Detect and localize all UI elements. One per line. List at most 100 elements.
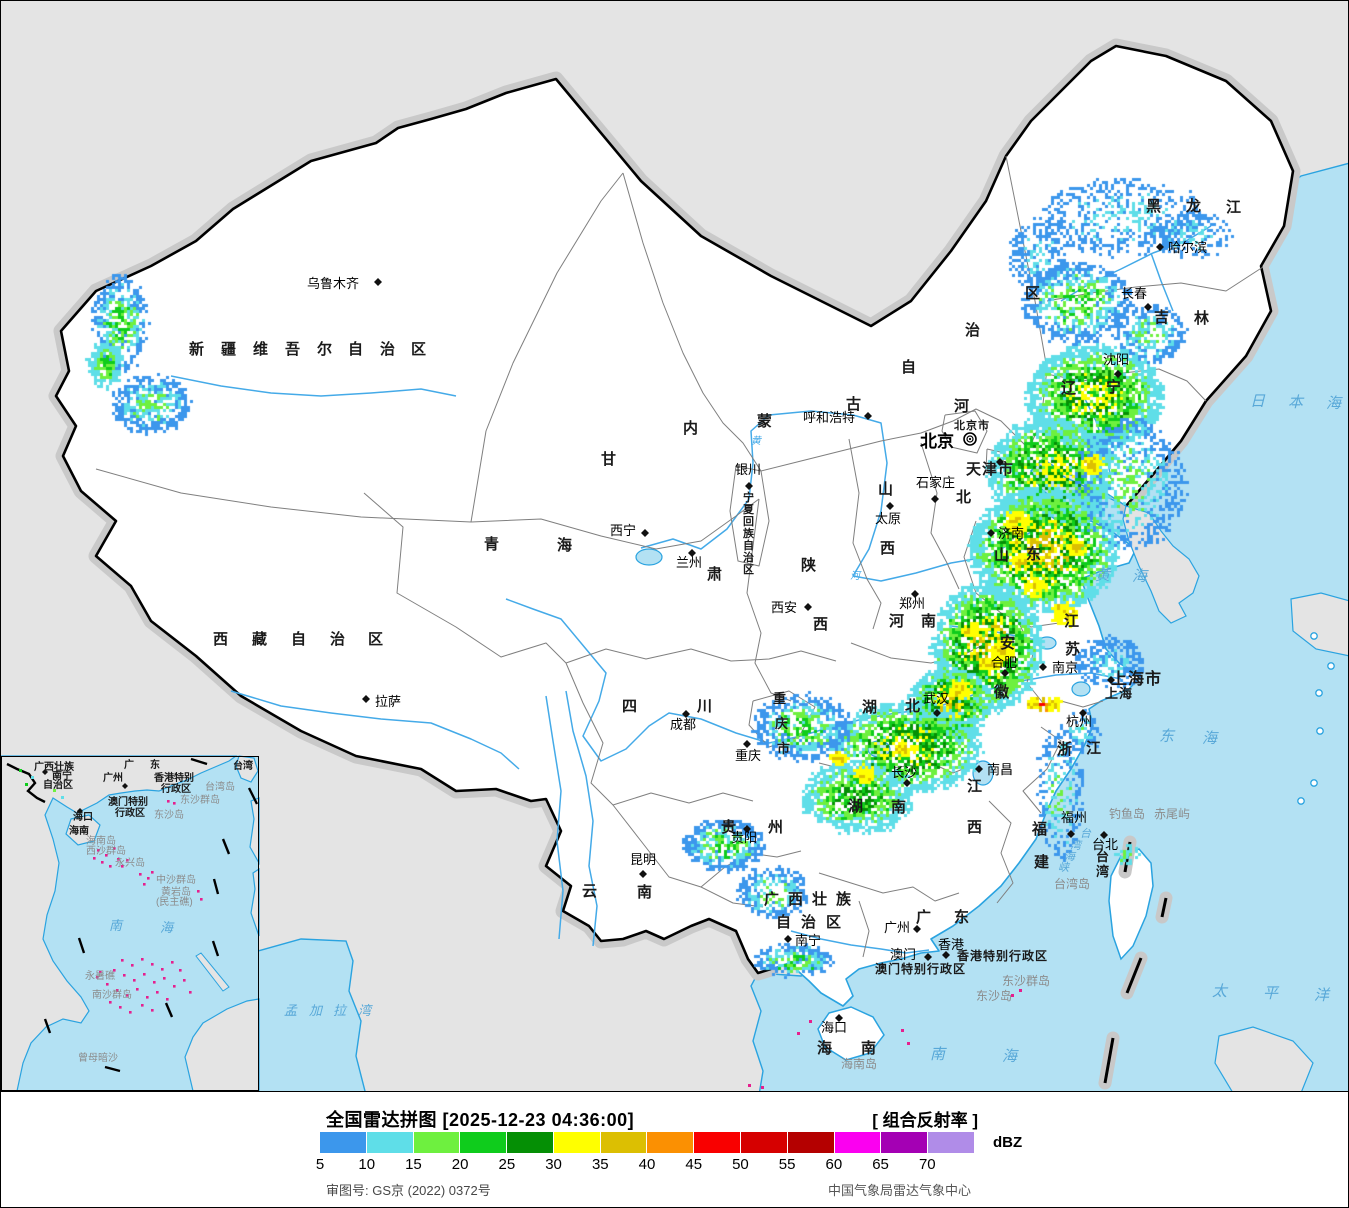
- inset-islet-dot: [96, 976, 99, 979]
- colorbar-tick-65: 65: [872, 1156, 889, 1173]
- inset-islet-dot: [139, 873, 142, 876]
- province-label: 江: [967, 777, 983, 795]
- colorbar-segment-60: [834, 1132, 882, 1153]
- inset-islet-dot: [121, 865, 124, 868]
- inset-islet-dot: [197, 890, 200, 893]
- islet-dot: [907, 1042, 910, 1045]
- city-label: 哈尔滨: [1168, 240, 1207, 255]
- province-label: 龙: [1185, 197, 1202, 215]
- province-label: 治: [380, 340, 396, 358]
- province-label: 自: [776, 913, 792, 931]
- china-map-area: 新疆维吾尔自治区西藏自治区青海甘肃内蒙古自治区宁夏回族自治区陕西山西河北山东河南…: [1, 1, 1348, 1091]
- capital-marker: [966, 435, 974, 443]
- colorbar-segment-40: [647, 1132, 695, 1153]
- city-marker: [942, 951, 950, 959]
- city-marker: [804, 603, 812, 611]
- province-label: 夏: [743, 503, 755, 516]
- sea-label: 湾: [358, 1003, 373, 1018]
- city-marker: [1144, 303, 1152, 311]
- inset-island-label: 海南岛: [86, 834, 116, 847]
- city-marker: [688, 549, 696, 557]
- province-label: 澳门特别行政区: [875, 961, 966, 976]
- province-label: 治: [801, 913, 817, 931]
- inset-islet-dot: [147, 877, 150, 880]
- inset-islet-dot: [99, 971, 102, 974]
- city-label: 南宁: [795, 933, 821, 948]
- sea-label: 平: [1263, 986, 1280, 1002]
- colorbar-tick-50: 50: [732, 1156, 749, 1173]
- inset-island-label: 永暑礁: [85, 969, 115, 982]
- inset-island-label: 西沙群岛: [86, 844, 126, 857]
- sea-label: 本: [1288, 394, 1305, 411]
- city-label: 杭州: [1066, 714, 1092, 729]
- province-label: 西: [788, 891, 804, 908]
- city-label: 长春: [1121, 286, 1147, 301]
- inset-island-label: 台湾岛: [205, 780, 235, 793]
- inset-islet-dot: [126, 994, 129, 997]
- colorbar-tick-10: 10: [358, 1156, 376, 1173]
- province-label: 建: [1034, 853, 1050, 871]
- inset-islet-dot: [141, 958, 144, 961]
- inset-admin-label: 台湾: [233, 759, 253, 772]
- sea-label: 加: [309, 1003, 324, 1018]
- province-label: 福: [1031, 820, 1048, 838]
- inset-admin-label: 澳门特别: [108, 795, 148, 808]
- inset-island-label: 东沙岛: [154, 808, 184, 821]
- colorbar-segment-30: [553, 1132, 601, 1153]
- inset-radar-speck: [31, 776, 34, 779]
- province-label: 四: [622, 698, 638, 715]
- city-marker: [743, 740, 751, 748]
- province-label: 上海市: [1111, 669, 1162, 688]
- province-label: 区: [368, 631, 384, 648]
- city-label: 石家庄: [916, 475, 955, 490]
- inset-islet-dot: [123, 974, 126, 977]
- province-label: 藏: [252, 630, 268, 648]
- inset-islet-dot: [166, 998, 169, 1001]
- islet-dot: [809, 1020, 812, 1023]
- islet-dot: [748, 1084, 751, 1087]
- islet-dot: [1019, 989, 1022, 992]
- city-marker: [639, 870, 647, 878]
- province-label: 河: [954, 397, 970, 415]
- inset-admin-label: 香港特别: [154, 771, 194, 784]
- province-label: 安: [1000, 634, 1016, 652]
- city-label: 兰州: [676, 555, 702, 570]
- province-label: 西: [213, 631, 229, 648]
- inset-islet-dot: [179, 969, 182, 972]
- province-label: 治: [965, 321, 981, 339]
- province-label: 海: [817, 1039, 833, 1057]
- island-label: 东沙岛: [976, 988, 1012, 1003]
- inset-city-marker: [77, 808, 83, 814]
- province-label: 徽: [993, 683, 1010, 701]
- city-label: 北京: [920, 431, 954, 451]
- inset-city-marker: [122, 783, 128, 789]
- inset-islet-dot: [143, 973, 146, 976]
- map-label-layer: 新疆维吾尔自治区西藏自治区青 海甘肃内 蒙古自治区宁夏回族自治区 陕西山西河北山 东河南…: [189, 197, 1343, 1089]
- inset-admin-label: 南宁: [52, 769, 72, 782]
- city-marker: [835, 1014, 843, 1022]
- province-label: 青: [484, 535, 500, 553]
- city-label: 银川: [735, 462, 761, 477]
- colorbar-tick-55: 55: [778, 1156, 796, 1173]
- city-label: 贵阳: [731, 830, 757, 845]
- province-label: 重: [773, 691, 787, 706]
- province-label: 广: [916, 908, 932, 926]
- province-label: 北京市: [954, 418, 990, 432]
- inset-island-label: 南沙群岛: [92, 988, 132, 1001]
- province-label: 蒙: [757, 412, 773, 430]
- sea-label: 拉: [333, 1003, 348, 1018]
- province-label: 尔: [317, 340, 333, 358]
- inset-islet-dot: [163, 977, 166, 980]
- city-marker: [641, 529, 649, 537]
- sea-label: 海: [1326, 395, 1343, 412]
- islet-dot: [1011, 994, 1014, 997]
- colorbar-tick-60: 60: [825, 1156, 843, 1173]
- province-label: 吾: [285, 341, 301, 358]
- inset-islet-dot: [136, 988, 139, 991]
- inset-nine-dash: [247, 787, 259, 805]
- city-marker: [996, 458, 1004, 466]
- inset-admin-label: 行政区: [114, 806, 145, 819]
- sea-label: 峡: [1058, 861, 1071, 874]
- colorbar-segment-25: [507, 1132, 554, 1153]
- colorbar-tick-45: 45: [685, 1156, 703, 1173]
